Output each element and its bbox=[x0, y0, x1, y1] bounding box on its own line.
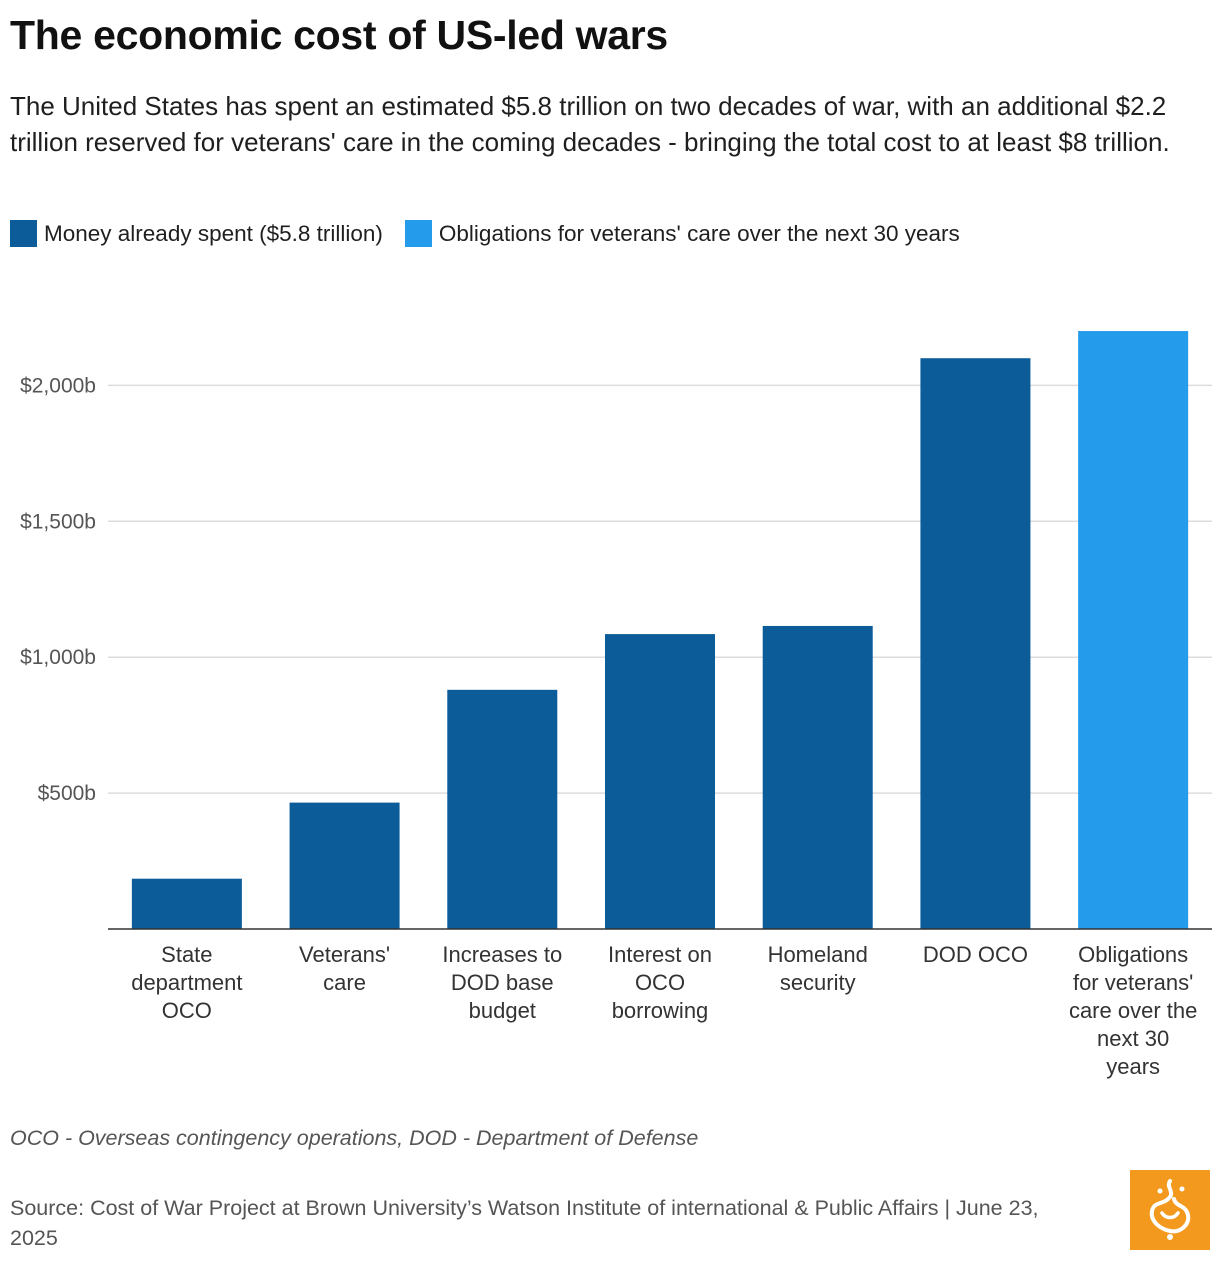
y-tick-label: $2,000b bbox=[20, 374, 96, 397]
legend-item-spent: Money already spent ($5.8 trillion) bbox=[10, 220, 383, 247]
y-tick-label: $1,500b bbox=[20, 510, 96, 533]
bar bbox=[605, 634, 715, 929]
legend-label-spent: Money already spent ($5.8 trillion) bbox=[44, 220, 383, 246]
legend-label-obligations: Obligations for veterans' care over the … bbox=[438, 220, 960, 246]
chart-subtitle: The United States has spent an estimated… bbox=[10, 91, 1170, 157]
bar bbox=[762, 625, 873, 929]
bar bbox=[920, 358, 1031, 930]
al-jazeera-logo-icon bbox=[1130, 1170, 1210, 1250]
y-tick-label: $500b bbox=[38, 782, 96, 805]
source-note: Source: Cost of War Project at Brown Uni… bbox=[10, 1196, 1039, 1250]
logo-mark-icon bbox=[1149, 1179, 1191, 1240]
footnote: OCO - Overseas contingency operations, D… bbox=[10, 1126, 699, 1150]
x-category-label: State department OCO bbox=[131, 942, 242, 1023]
x-category-label: Increases to DOD base budget bbox=[442, 942, 562, 1023]
x-category-label: Obligations for veterans' care over the nex… bbox=[1069, 942, 1197, 1079]
chart-title: The economic cost of US-led wars bbox=[10, 12, 668, 58]
bar bbox=[1078, 331, 1189, 929]
legend-swatch-spent bbox=[10, 220, 37, 247]
x-category-label: Veterans' care bbox=[299, 942, 390, 995]
x-category-label: Homeland security bbox=[768, 942, 868, 995]
y-tick-label: $1,000b bbox=[20, 646, 96, 669]
x-category-label: Interest on OCO borrowing bbox=[608, 942, 712, 1023]
bar bbox=[447, 689, 558, 929]
bar bbox=[131, 878, 242, 929]
legend-swatch-obligations bbox=[404, 220, 432, 247]
bar bbox=[289, 802, 400, 929]
x-category-label: DOD OCO bbox=[923, 942, 1028, 967]
legend-item-obligations: Obligations for veterans' care over the … bbox=[404, 220, 960, 247]
bar-chart: $500b $1,000b $1,500b $2,000b State departmen… bbox=[20, 331, 1212, 1079]
legend: Money already spent ($5.8 trillion) Obli… bbox=[10, 220, 982, 247]
